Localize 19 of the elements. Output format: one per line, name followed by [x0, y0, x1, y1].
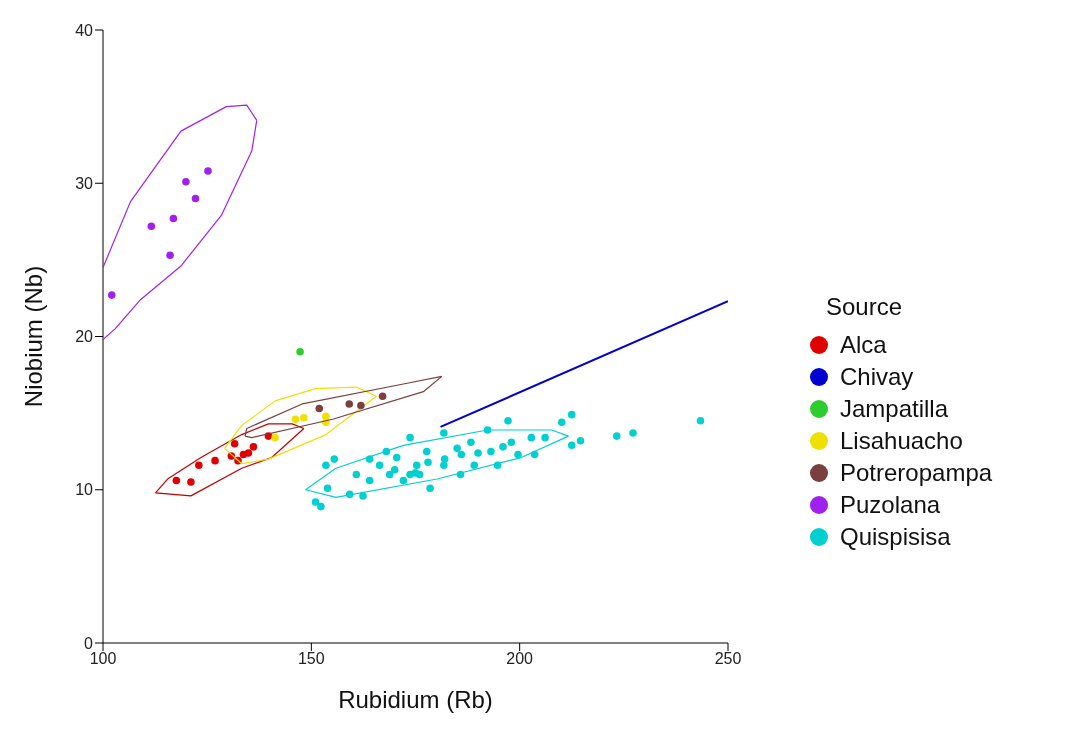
- legend-label: Lisahuacho: [840, 427, 963, 455]
- x-axis-title: Rubidium (Rb): [338, 686, 493, 713]
- y-tick-label: 30: [75, 174, 94, 192]
- legend-label: Puzolana: [840, 491, 941, 519]
- legend-label: Quispisisa: [840, 523, 951, 551]
- x-tick-label: 100: [89, 650, 117, 668]
- y-tick-label: 40: [75, 21, 94, 39]
- x-tick-label: 200: [506, 650, 534, 668]
- legend-label: Jampatilla: [840, 395, 949, 423]
- y-tick-label: 10: [75, 481, 94, 499]
- y-tick-label: 20: [75, 328, 94, 346]
- x-tick-label: 150: [297, 650, 325, 668]
- x-tick-label: 250: [714, 650, 742, 668]
- legend-label: Potreropampa: [840, 459, 993, 487]
- legend-label: Chivay: [840, 363, 914, 391]
- legend-title: Source: [826, 293, 904, 321]
- y-axis-title: Niobium (Nb): [19, 265, 47, 408]
- legend-label: Alca: [840, 331, 887, 359]
- y-tick-label: 0: [84, 634, 94, 652]
